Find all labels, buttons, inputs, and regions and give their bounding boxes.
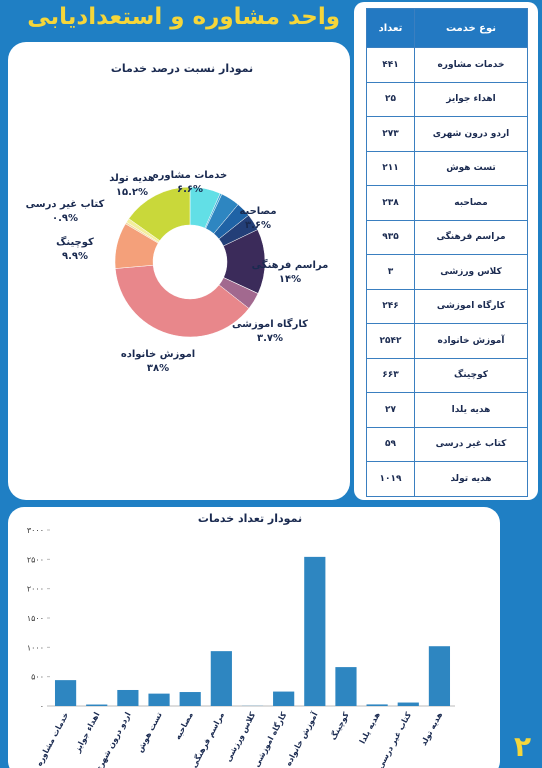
table-row: هدیه یلدا ۲۷ [366,392,528,428]
bar [304,556,326,706]
bar [54,680,77,706]
y-tick-label: ۳۰۰۰ [27,526,44,535]
slice-label: مراسم فرهنگی [252,258,329,271]
slice-label: هدیه تولد [109,173,155,184]
slice-label: کارگاه اموزشی [232,317,308,330]
pie-title: نمودار نسبت درصد خدمات [111,62,253,75]
service-name: آموزش خانواده [414,323,528,359]
service-name: خدمات مشاوره [414,47,528,83]
bar [273,691,295,706]
page-title: واحد مشاوره و استعدادیابی [27,4,340,30]
slice-label: مصاحبه [239,206,276,217]
slice-label: کتاب غیر درسی [26,199,105,210]
bar [335,667,357,706]
service-name: تست هوش [414,150,528,186]
bar [210,651,232,706]
services-table: نوع خدمت تعداد خدمات مشاوره ۴۴۱ اهداء جوای… [366,8,528,497]
table-row: خدمات مشاوره ۴۴۱ [366,47,528,83]
slice-label: خدمات مشاوره [153,170,227,181]
bar [117,689,139,706]
column-header: نوع خدمت [414,8,528,48]
bar-title: نمودار تعداد خدمات [198,512,302,525]
slice-value-label: ۹.۹% [62,251,88,262]
y-tick-label: ۱۰۰۰ [27,643,44,652]
service-count: ۵۹ [366,426,415,462]
service-count: ۲۱۱ [366,150,415,186]
pie-slice [115,264,250,338]
table-row: کلاس ورزشی ۳ [366,254,528,290]
column-header: تعداد [366,8,415,48]
service-count: ۴۴۱ [366,47,415,83]
service-name: کتاب غیر درسی [414,426,528,462]
table-row: تست هوش ۲۱۱ [366,150,528,186]
y-tick-label: ۱۵۰۰ [27,614,44,623]
table-row: آموزش خانواده ۲۵۴۲ [366,323,528,359]
bar [86,704,108,706]
bar [366,704,388,706]
service-name: اهداء جوایز [414,81,528,117]
slice-value-label: ۳.۶% [245,220,271,231]
table-row: کوچینگ ۶۶۳ [366,357,528,393]
service-count: ۲۵ [366,81,415,117]
page-number: ۲ [514,730,532,763]
y-tick-label: ۰ [40,702,44,711]
y-tick-label: ۲۵۰۰ [27,555,44,564]
service-name: کلاس ورزشی [414,254,528,290]
table-row: کتاب غیر درسی ۵۹ [366,426,528,462]
service-count: ۱۰۱۹ [366,461,415,497]
table-header: نوع خدمت تعداد [366,8,528,48]
slice-value-label: ۳۸% [147,363,169,374]
service-count: ۲۷ [366,392,415,428]
slice-label: کوچینگ [56,236,94,248]
service-name: هدیه تولد [414,461,528,497]
table-row: مراسم فرهنگی ۹۳۵ [366,219,528,255]
service-count: ۲۷۳ [366,116,415,152]
service-count: ۲۴۶ [366,288,415,324]
slice-value-label: ۳.۷% [257,333,283,344]
bar [179,692,201,706]
y-tick-label: ۵۰۰ [31,673,44,682]
service-name: مراسم فرهنگی [414,219,528,255]
service-name: هدیه یلدا [414,392,528,428]
bar [428,646,451,706]
pie-slice [128,186,191,241]
service-count: ۲۵۴۲ [366,323,415,359]
table-card: نوع خدمت تعداد خدمات مشاوره ۴۴۱ اهداء جوای… [354,2,538,500]
slice-value-label: ۱۵.۲% [116,187,148,198]
slice-value-label: ۰.۹% [52,213,78,224]
table-row: اهداء جوایز ۲۵ [366,81,528,117]
y-tick-label: ۲۰۰۰ [27,585,44,594]
slice-value-label: ۶.۶% [177,184,203,195]
table-row: هدیه تولد ۱۰۱۹ [366,461,528,497]
pie-card [8,42,350,500]
slice-value-label: ۱۴% [279,274,301,285]
bar [397,702,419,706]
slice-label: اموزش خانواده [121,349,195,360]
bar [148,693,170,706]
service-count: ۹۳۵ [366,219,415,255]
